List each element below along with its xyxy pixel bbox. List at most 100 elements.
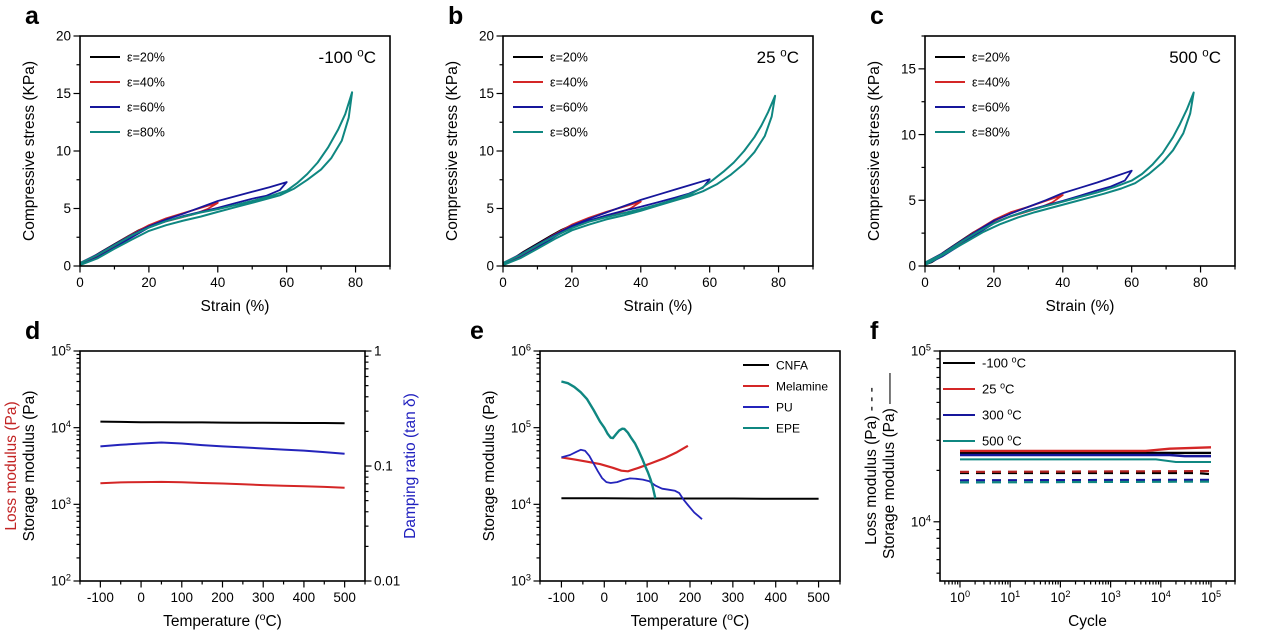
svg-text:100: 100 xyxy=(950,589,970,605)
svg-text:60: 60 xyxy=(279,275,294,290)
svg-text:EPE: EPE xyxy=(776,421,800,435)
svg-text:105: 105 xyxy=(911,343,931,359)
svg-text:Compressive stress (KPa): Compressive stress (KPa) xyxy=(444,61,461,241)
svg-text:60: 60 xyxy=(1124,275,1139,290)
svg-text:500 oC: 500 oC xyxy=(982,432,1022,448)
svg-text:0: 0 xyxy=(137,590,145,605)
svg-text:-100: -100 xyxy=(87,590,114,605)
panel-letter-e: e xyxy=(470,317,484,345)
svg-text:20: 20 xyxy=(56,29,71,44)
svg-text:101: 101 xyxy=(1000,589,1020,605)
svg-text:ε=60%: ε=60% xyxy=(972,100,1010,114)
svg-text:300 oC: 300 oC xyxy=(982,406,1022,422)
svg-text:10: 10 xyxy=(56,144,71,159)
svg-text:0: 0 xyxy=(76,275,84,290)
svg-text:ε=20%: ε=20% xyxy=(972,50,1010,64)
svg-text:104: 104 xyxy=(911,513,931,529)
chart-compressive-stress-500C: 0 20 40 60 80 0 5 10 15 Strain (%) Compressive str… xyxy=(866,35,1236,315)
svg-text:Melamine: Melamine xyxy=(776,379,828,393)
svg-text:105: 105 xyxy=(511,419,531,435)
panel-f: f 100 101 102 103 104 105 104 105 Cycle Loss modu… xyxy=(845,315,1268,630)
svg-text:102: 102 xyxy=(1050,589,1070,605)
svg-text:ε=20%: ε=20% xyxy=(550,50,588,64)
svg-text:40: 40 xyxy=(633,275,648,290)
svg-text:80: 80 xyxy=(1193,275,1208,290)
svg-text:10: 10 xyxy=(901,127,916,142)
svg-text:5: 5 xyxy=(486,201,494,216)
panel-letter-f: f xyxy=(870,317,879,345)
svg-text:0: 0 xyxy=(486,259,494,274)
svg-text:-100: -100 xyxy=(548,590,575,605)
svg-text:20: 20 xyxy=(141,275,156,290)
svg-text:Temperature (oC): Temperature (oC) xyxy=(631,611,750,630)
svg-text:Loss modulus (Pa) - - -: Loss modulus (Pa) - - - xyxy=(863,387,880,545)
svg-text:104: 104 xyxy=(511,496,531,512)
svg-text:5: 5 xyxy=(908,193,916,208)
svg-text:500 oC: 500 oC xyxy=(1169,48,1221,67)
panel-letter-c: c xyxy=(870,2,884,30)
svg-text:104: 104 xyxy=(1151,589,1171,605)
panel-e: e -100 0 100 200 300 400 500 103 104 105 106 Temper… xyxy=(445,315,868,630)
svg-text:PU: PU xyxy=(776,400,793,414)
svg-text:ε=60%: ε=60% xyxy=(127,100,165,114)
svg-text:40: 40 xyxy=(210,275,225,290)
svg-text:-100 oC: -100 oC xyxy=(319,48,376,67)
svg-text:0: 0 xyxy=(601,590,609,605)
svg-text:ε=80%: ε=80% xyxy=(127,125,165,139)
panel-a: a 0 20 40 60 80 0 5 10 15 20 Strain (%) Compressive… xyxy=(0,0,423,315)
svg-text:105: 105 xyxy=(1201,589,1221,605)
chart-compressive-stress-minus100C: 0 20 40 60 80 0 5 10 15 20 Strain (%) Compressive s… xyxy=(21,29,391,315)
svg-text:Damping ratio (tan δ): Damping ratio (tan δ) xyxy=(402,393,419,539)
svg-text:0: 0 xyxy=(63,259,71,274)
svg-text:500: 500 xyxy=(333,590,356,605)
panel-letter-a: a xyxy=(25,2,39,30)
panel-letter-b: b xyxy=(448,2,464,30)
chart-storage-modulus-materials: -100 0 100 200 300 400 500 103 104 105 106 Temperat… xyxy=(481,343,841,630)
svg-text:1: 1 xyxy=(374,344,382,359)
panel-letter-d: d xyxy=(25,317,41,345)
svg-text:Strain (%): Strain (%) xyxy=(201,298,270,315)
svg-text:25 oC: 25 oC xyxy=(757,48,799,67)
svg-text:-100 oC: -100 oC xyxy=(982,354,1026,370)
svg-text:0: 0 xyxy=(499,275,507,290)
svg-text:40: 40 xyxy=(1055,275,1070,290)
svg-text:100: 100 xyxy=(171,590,194,605)
svg-text:400: 400 xyxy=(764,590,787,605)
svg-text:0.01: 0.01 xyxy=(374,574,400,589)
svg-text:300: 300 xyxy=(252,590,275,605)
chart-modulus-damping-vs-temperature: -100 0 100 200 300 400 500 102 103 104 105 0.01 0.1 1… xyxy=(3,343,419,630)
svg-text:0.1: 0.1 xyxy=(374,459,393,474)
panel-b: b 0 20 40 60 80 0 5 10 15 20 Strain (%) Compressive… xyxy=(423,0,846,315)
svg-text:Storage modulus (Pa) ——: Storage modulus (Pa) —— xyxy=(881,372,898,559)
svg-text:200: 200 xyxy=(679,590,702,605)
svg-text:Strain (%): Strain (%) xyxy=(1046,298,1115,315)
svg-text:ε=40%: ε=40% xyxy=(972,75,1010,89)
svg-text:102: 102 xyxy=(51,573,71,589)
svg-text:80: 80 xyxy=(771,275,786,290)
svg-text:Storage modulus (Pa): Storage modulus (Pa) xyxy=(481,391,498,542)
svg-text:5: 5 xyxy=(63,201,71,216)
svg-text:Temperature (oC): Temperature (oC) xyxy=(163,611,282,630)
svg-text:25 oC: 25 oC xyxy=(982,380,1014,396)
svg-text:80: 80 xyxy=(348,275,363,290)
svg-text:0: 0 xyxy=(908,259,916,274)
svg-text:ε=80%: ε=80% xyxy=(550,125,588,139)
svg-text:100: 100 xyxy=(636,590,659,605)
chart-modulus-vs-cycle: 100 101 102 103 104 105 104 105 Cycle Loss modulu… xyxy=(863,343,1236,630)
svg-text:106: 106 xyxy=(511,343,531,359)
svg-text:ε=40%: ε=40% xyxy=(550,75,588,89)
svg-text:Compressive stress (KPa): Compressive stress (KPa) xyxy=(866,61,883,241)
svg-text:200: 200 xyxy=(211,590,234,605)
svg-text:104: 104 xyxy=(51,419,71,435)
svg-text:Strain (%): Strain (%) xyxy=(624,298,693,315)
svg-text:15: 15 xyxy=(56,86,71,101)
svg-text:10: 10 xyxy=(479,144,494,159)
chart-compressive-stress-25C: 0 20 40 60 80 0 5 10 15 20 Strain (%) Compressive s… xyxy=(444,29,814,315)
svg-text:CNFA: CNFA xyxy=(776,358,808,372)
svg-text:ε=40%: ε=40% xyxy=(127,75,165,89)
svg-text:20: 20 xyxy=(564,275,579,290)
svg-text:103: 103 xyxy=(1101,589,1121,605)
svg-text:105: 105 xyxy=(51,343,71,359)
svg-text:60: 60 xyxy=(702,275,717,290)
svg-text:Loss modulus (Pa): Loss modulus (Pa) xyxy=(3,401,20,530)
